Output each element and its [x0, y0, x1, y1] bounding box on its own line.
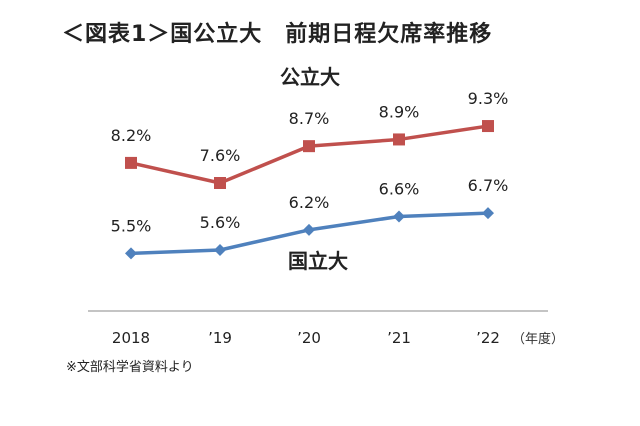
chart-title: ＜図表1＞国公立大 前期日程欠席率推移	[62, 22, 493, 47]
data-point-public	[482, 120, 494, 133]
data-point-national	[393, 210, 405, 223]
series-layer	[125, 120, 494, 260]
data-label-public: 8.2%	[111, 126, 152, 145]
data-point-public	[393, 133, 405, 146]
data-point-public	[303, 140, 315, 153]
series-name-national: 国立大	[288, 249, 348, 273]
data-label-national: 5.6%	[200, 213, 241, 232]
source-note: ※文部科学省資料より	[66, 360, 194, 375]
data-label-public: 7.6%	[200, 146, 241, 165]
data-label-national: 6.6%	[379, 180, 420, 199]
data-label-public: 9.3%	[468, 89, 509, 108]
x-tick-label: ’20	[297, 329, 321, 347]
x-tick-label: ’19	[208, 329, 232, 347]
series-name-public: 公立大	[280, 65, 340, 89]
x-tick-label: ’21	[387, 329, 411, 347]
data-label-public: 8.9%	[379, 102, 420, 121]
data-point-public	[125, 156, 137, 169]
data-label-national: 6.2%	[289, 193, 330, 212]
data-point-national	[482, 207, 494, 220]
data-label-national: 5.5%	[111, 216, 152, 235]
x-tick-label: 2018	[112, 329, 150, 347]
label-layer: 8.2% 7.6% 8.7% 8.9% 9.3% 公立大 5.5% 5.6% 6.2% 6.6% 6…	[111, 65, 509, 273]
x-unit-label: （年度）	[512, 331, 564, 347]
data-point-public	[214, 177, 226, 189]
data-label-national: 6.7%	[468, 176, 509, 195]
data-point-national	[303, 223, 315, 236]
data-point-national	[125, 247, 137, 260]
x-tick-label: ’22	[476, 329, 500, 347]
data-point-national	[214, 244, 226, 256]
data-label-public: 8.7%	[289, 109, 330, 128]
x-tick-labels: 2018 ’19 ’20 ’21 ’22	[112, 329, 500, 347]
series-line-public	[130, 124, 489, 185]
